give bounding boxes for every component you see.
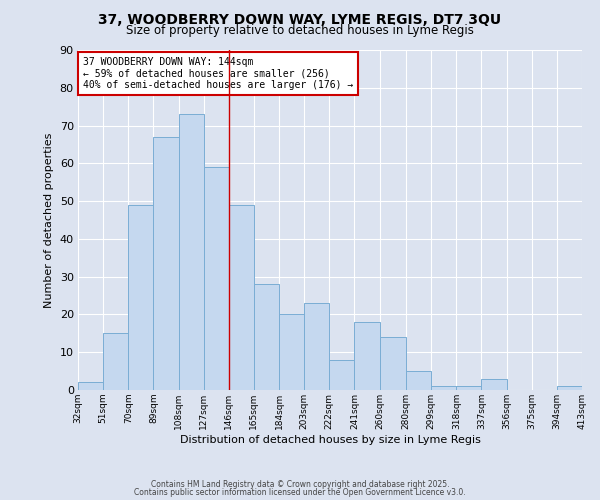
Bar bbox=[128, 205, 154, 390]
Bar bbox=[355, 322, 380, 390]
Text: 37, WOODBERRY DOWN WAY, LYME REGIS, DT7 3QU: 37, WOODBERRY DOWN WAY, LYME REGIS, DT7 … bbox=[98, 12, 502, 26]
Text: 37 WOODBERRY DOWN WAY: 144sqm
← 59% of detached houses are smaller (256)
40% of : 37 WOODBERRY DOWN WAY: 144sqm ← 59% of d… bbox=[83, 57, 353, 90]
Bar bbox=[304, 303, 329, 390]
Bar bbox=[557, 386, 582, 390]
Bar bbox=[481, 378, 506, 390]
Bar bbox=[329, 360, 355, 390]
Bar bbox=[78, 382, 103, 390]
Bar bbox=[103, 334, 128, 390]
Bar bbox=[254, 284, 279, 390]
Bar bbox=[203, 167, 229, 390]
Bar bbox=[406, 371, 431, 390]
Text: Contains HM Land Registry data © Crown copyright and database right 2025.: Contains HM Land Registry data © Crown c… bbox=[151, 480, 449, 489]
Text: Contains public sector information licensed under the Open Government Licence v3: Contains public sector information licen… bbox=[134, 488, 466, 497]
Bar bbox=[229, 205, 254, 390]
Bar bbox=[179, 114, 203, 390]
X-axis label: Distribution of detached houses by size in Lyme Regis: Distribution of detached houses by size … bbox=[179, 434, 481, 444]
Bar bbox=[380, 337, 406, 390]
Text: Size of property relative to detached houses in Lyme Regis: Size of property relative to detached ho… bbox=[126, 24, 474, 37]
Bar bbox=[154, 137, 179, 390]
Bar bbox=[431, 386, 457, 390]
Y-axis label: Number of detached properties: Number of detached properties bbox=[44, 132, 54, 308]
Bar bbox=[279, 314, 304, 390]
Bar bbox=[457, 386, 481, 390]
